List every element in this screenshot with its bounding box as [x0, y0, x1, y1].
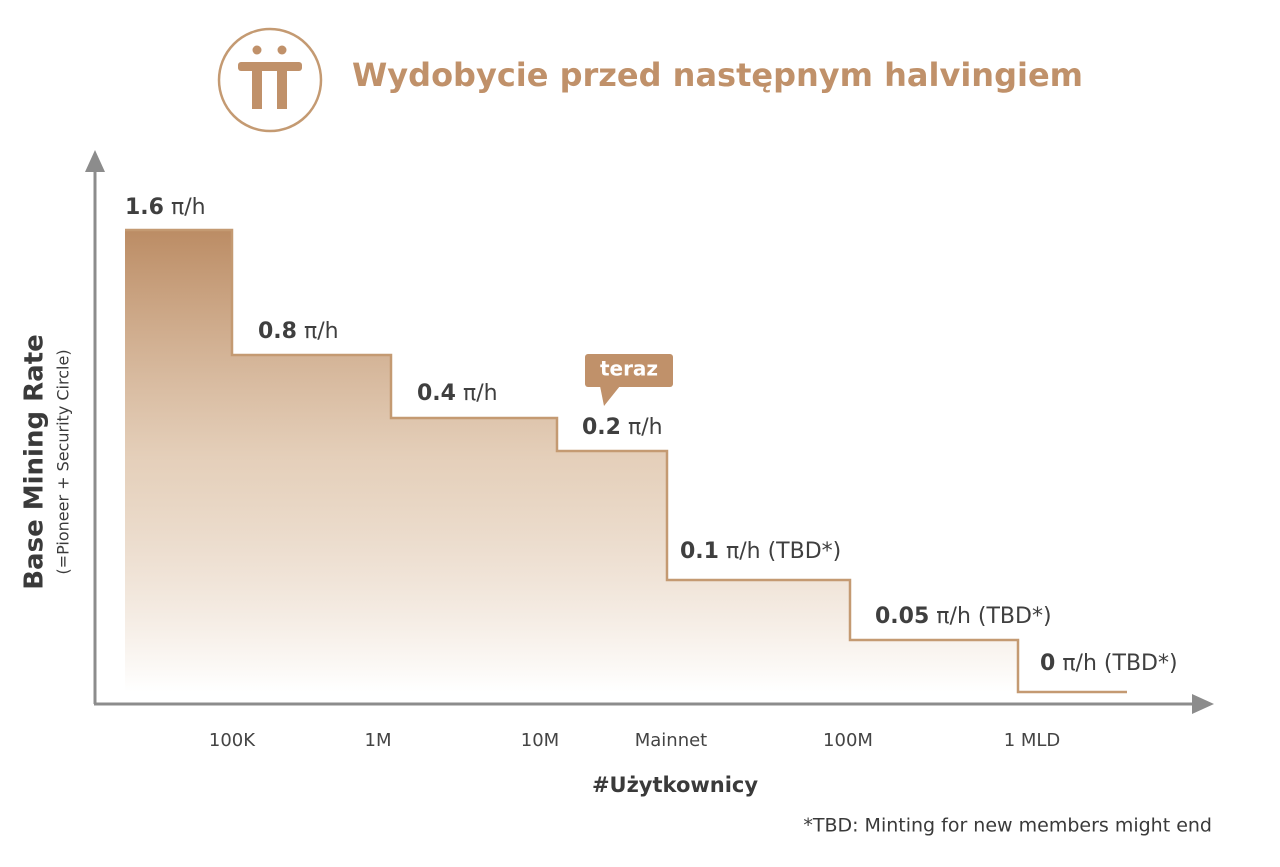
rate: 0.2: [582, 415, 621, 440]
x-axis-title: #Użytkownicy: [592, 773, 758, 797]
x-axis-label: 10M: [521, 730, 559, 751]
x-axis-label: Mainnet: [635, 730, 708, 751]
step-label: 0 π/h (TBD*): [1040, 651, 1178, 676]
y-axis-subtitle: (=Pioneer + Security Circle): [54, 349, 73, 574]
rate: 0.05: [875, 604, 929, 629]
unit: π/h: [304, 319, 339, 344]
note: (TBD*): [768, 539, 842, 564]
note: (TBD*): [1104, 651, 1178, 676]
x-axis-label: 1M: [365, 730, 392, 751]
note: (TBD*): [978, 604, 1052, 629]
rate: 0.1: [680, 539, 719, 564]
step-label: 0.1 π/h (TBD*): [680, 539, 841, 564]
axes: [85, 150, 1214, 714]
title: Wydobycie przed następnym halvingiem: [352, 56, 1083, 94]
logo: [217, 27, 323, 133]
badge-label: teraz: [600, 357, 658, 381]
step-area: [125, 230, 1127, 692]
footnote: *TBD: Minting for new members might end: [803, 815, 1212, 837]
rate: 0.8: [258, 319, 297, 344]
rate: 0.4: [417, 381, 456, 406]
unit: π/h: [1062, 651, 1097, 676]
step-label: 1.6 π/h: [125, 195, 206, 220]
now-badge: teraz: [585, 354, 673, 406]
step-label: 0.2 π/h: [582, 415, 663, 440]
x-axis-label: 1 MLD: [1004, 730, 1061, 751]
step-label: 0.05 π/h (TBD*): [875, 604, 1052, 629]
unit: π/h: [628, 415, 663, 440]
unit: π/h: [726, 539, 761, 564]
x-axis-label: 100K: [209, 730, 256, 751]
x-axis-label: 100M: [823, 730, 873, 751]
unit: π/h: [171, 195, 206, 220]
rate: 1.6: [125, 195, 164, 220]
y-axis-title: Base Mining Rate: [20, 334, 50, 590]
step-line: [125, 228, 1127, 694]
step-label: 0.4 π/h: [417, 381, 498, 406]
unit: π/h: [463, 381, 498, 406]
rate: 0: [1040, 651, 1055, 676]
step-label: 0.8 π/h: [258, 319, 339, 344]
unit: π/h: [936, 604, 971, 629]
